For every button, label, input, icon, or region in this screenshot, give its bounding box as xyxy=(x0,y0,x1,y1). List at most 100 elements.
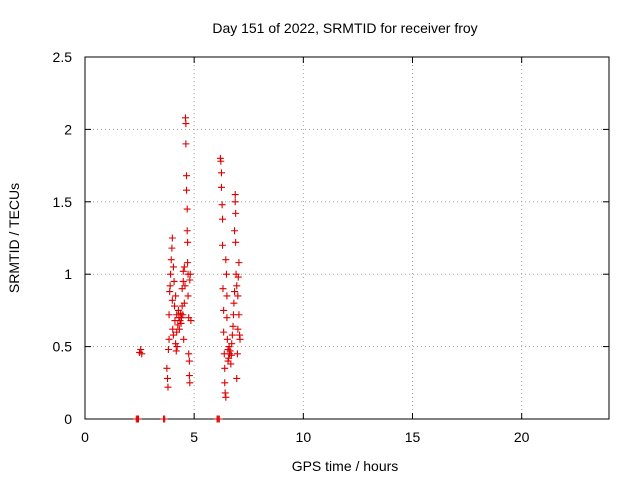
data-point xyxy=(231,288,239,296)
x-tick-label: 0 xyxy=(81,429,89,445)
data-point xyxy=(223,335,231,343)
data-point xyxy=(184,259,192,267)
data-point xyxy=(234,273,242,281)
data-point xyxy=(231,191,239,199)
x-tick-label: 20 xyxy=(514,429,530,445)
data-point xyxy=(179,311,187,319)
data-point xyxy=(229,322,237,330)
data-point xyxy=(138,350,146,358)
data-point xyxy=(172,347,180,355)
x-axis-ticks: 0 5 10 15 20 xyxy=(81,57,530,445)
data-point xyxy=(169,331,177,339)
data-point xyxy=(167,256,175,264)
data-point xyxy=(137,345,145,353)
data-point xyxy=(185,357,193,365)
data-point xyxy=(234,325,242,333)
data-point xyxy=(165,335,173,343)
data-point xyxy=(230,299,238,307)
data-point xyxy=(165,311,173,319)
x-axis-label: GPS time / hours xyxy=(292,458,399,474)
data-point xyxy=(222,256,230,264)
y-axis-label: SRMTID / TECUs xyxy=(6,183,22,293)
data-point xyxy=(183,205,191,213)
data-point xyxy=(180,335,188,343)
data-point xyxy=(186,270,194,278)
data-point xyxy=(220,306,228,314)
data-point xyxy=(231,198,239,206)
data-point xyxy=(231,227,239,235)
data-point xyxy=(169,263,177,271)
data-point xyxy=(217,183,225,191)
data-point xyxy=(169,325,177,333)
y-tick-label: 0 xyxy=(64,411,72,427)
y-tick-label: 2.5 xyxy=(53,49,73,65)
data-point xyxy=(186,379,194,387)
data-point xyxy=(182,140,190,148)
data-point xyxy=(215,415,223,423)
data-point xyxy=(234,292,242,300)
data-point xyxy=(173,343,181,351)
data-point xyxy=(235,259,243,267)
data-point xyxy=(233,350,241,358)
data-point xyxy=(168,234,176,242)
data-point xyxy=(226,350,234,358)
data-point xyxy=(168,296,176,304)
data-point xyxy=(176,317,184,325)
data-point xyxy=(178,314,186,322)
x-tick-label: 10 xyxy=(296,429,312,445)
chart-title: Day 151 of 2022, SRMTID for receiver fro… xyxy=(212,20,477,36)
data-point xyxy=(227,351,235,359)
data-point xyxy=(217,157,225,165)
y-tick-label: 1.5 xyxy=(53,194,73,210)
data-point xyxy=(219,215,227,223)
data-point xyxy=(172,340,180,348)
data-point xyxy=(219,285,227,293)
data-point xyxy=(222,270,230,278)
data-point xyxy=(217,169,225,177)
data-point xyxy=(180,299,188,307)
x-tick-label: 15 xyxy=(405,429,421,445)
data-point xyxy=(164,374,172,382)
data-point xyxy=(184,292,192,300)
y-tick-label: 2 xyxy=(64,121,72,137)
data-point xyxy=(164,345,172,353)
data-point xyxy=(179,267,187,275)
data-point xyxy=(171,302,179,310)
plot-area-frame xyxy=(84,56,610,420)
x-tick-label: 5 xyxy=(190,429,198,445)
data-point xyxy=(232,238,240,246)
data-point xyxy=(227,360,235,368)
data-point xyxy=(219,241,227,249)
data-point xyxy=(163,364,171,372)
data-point xyxy=(221,364,229,372)
data-point xyxy=(172,292,180,300)
data-point xyxy=(184,238,192,246)
data-point xyxy=(187,317,195,325)
data-point xyxy=(221,379,229,387)
data-point xyxy=(174,321,182,329)
data-point xyxy=(167,270,175,278)
data-point xyxy=(179,277,187,285)
data-point xyxy=(223,314,231,322)
data-point xyxy=(181,282,189,290)
data-point xyxy=(183,186,191,194)
data-point xyxy=(182,120,190,128)
data-point xyxy=(236,335,244,343)
y-tick-label: 1 xyxy=(64,266,72,282)
data-point xyxy=(232,209,240,217)
data-point xyxy=(170,277,178,285)
data-point xyxy=(228,340,236,348)
data-point xyxy=(168,244,176,252)
data-point xyxy=(185,350,193,358)
gridlines xyxy=(85,57,609,419)
data-point xyxy=(220,328,228,336)
data-point xyxy=(175,325,183,333)
data-point xyxy=(228,331,236,339)
y-tick-label: 0.5 xyxy=(53,339,73,355)
data-point xyxy=(180,263,188,271)
data-point xyxy=(183,172,191,180)
data-point xyxy=(233,374,241,382)
data-points xyxy=(132,114,244,423)
data-point xyxy=(226,347,234,355)
